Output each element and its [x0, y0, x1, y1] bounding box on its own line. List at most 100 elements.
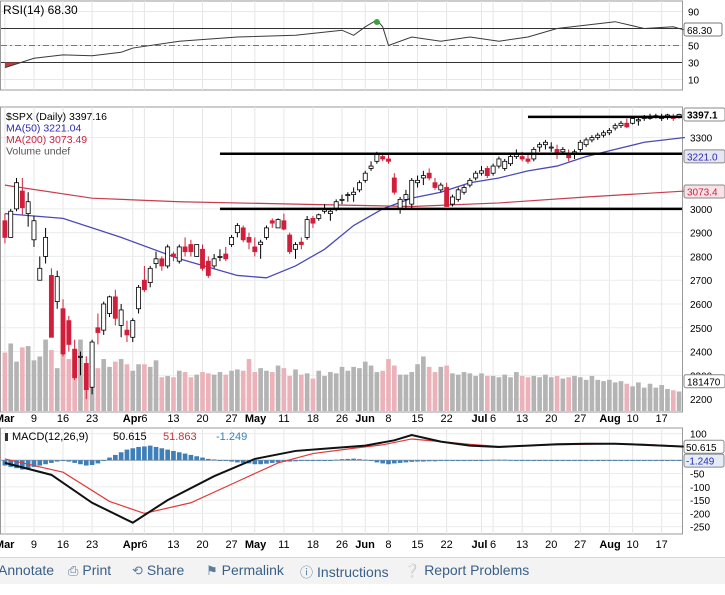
- macd-histogram-bar: [206, 458, 211, 461]
- candle-body: [473, 172, 479, 179]
- x-axis-label: 13: [516, 413, 528, 425]
- macd-histogram-bar: [252, 460, 258, 465]
- price-legend-item: Volume undef: [6, 146, 70, 158]
- volume-bar: [66, 359, 72, 411]
- macd-histogram-bar: [624, 460, 630, 462]
- price-legend-item: MA(50) 3221.04: [6, 123, 81, 135]
- macd-histogram-bar: [345, 458, 351, 461]
- volume-bar: [455, 374, 461, 411]
- permalink-button[interactable]: ⚑ Permalink: [206, 562, 284, 579]
- macd-histogram-bar: [583, 460, 589, 462]
- macd-histogram-bar: [287, 460, 293, 462]
- candle-body: [176, 246, 182, 262]
- macd-histogram-bar: [101, 460, 107, 462]
- macd-histogram-bar: [490, 459, 496, 461]
- x-axis-label: Apr: [123, 539, 143, 551]
- candle-body: [258, 241, 264, 245]
- volume-bar: [25, 346, 31, 411]
- help-icon: ❔: [404, 563, 421, 578]
- x-axis-label: 10: [626, 413, 638, 425]
- candle-body: [217, 256, 223, 258]
- candle-body: [112, 296, 118, 319]
- macd-histogram-bar: [31, 460, 37, 467]
- volume-bar: [461, 372, 467, 411]
- volume-bar: [328, 372, 333, 411]
- price-legend-item: $SPX (Daily) 3397.16: [6, 111, 107, 123]
- candle-body: [223, 253, 229, 260]
- macd-histogram-bar: [95, 460, 101, 464]
- instructions-button[interactable]: ⓘ Instructions: [300, 562, 389, 581]
- x-axis-label: Jul: [471, 413, 487, 425]
- candle-body: [595, 134, 601, 138]
- candle-body: [240, 227, 246, 241]
- volume-bar: [14, 361, 19, 411]
- volume-bar: [554, 375, 560, 411]
- macd-histogram-bar: [467, 460, 473, 462]
- candle-body: [519, 156, 525, 160]
- macd-histogram-bar: [548, 460, 554, 462]
- print-button[interactable]: ⎙ Print: [68, 562, 111, 579]
- candle-body: [188, 244, 194, 253]
- macd-histogram-bar: [380, 460, 386, 464]
- volume-bar: [322, 375, 327, 411]
- macd-histogram-bar: [496, 459, 502, 461]
- volume-bar: [176, 370, 182, 411]
- candle-body: [37, 267, 43, 281]
- macd-histogram-bar: [531, 460, 537, 462]
- volume-bar: [293, 369, 298, 411]
- x-axis-label: 23: [86, 413, 98, 425]
- x-axis-label: Mar: [0, 539, 15, 551]
- candle-body: [124, 329, 130, 336]
- volume-bar: [287, 375, 293, 411]
- candle-body: [72, 348, 78, 379]
- volume-bar: [496, 377, 502, 411]
- volume-bar: [298, 374, 304, 411]
- x-axis-label: 17: [656, 413, 668, 425]
- price-value-tag: [683, 149, 725, 164]
- macd-tick-label: -200: [690, 509, 710, 520]
- share-label: Share: [146, 562, 185, 578]
- macd-histogram-bar: [142, 446, 147, 461]
- report-problems-button[interactable]: ❔ Report Problems: [404, 562, 529, 579]
- volume-bar: [525, 377, 531, 411]
- volume-bar: [8, 343, 14, 411]
- candle-body: [66, 320, 72, 345]
- macd-value: 50.615: [113, 431, 147, 443]
- share-icon: ⟲: [132, 563, 143, 578]
- macd-histogram-bar: [298, 460, 304, 462]
- x-axis-label: 9: [31, 413, 37, 425]
- macd-histogram-bar: [113, 454, 118, 461]
- candle-body: [601, 132, 606, 136]
- volume-bar: [20, 347, 25, 411]
- volume-bar: [159, 377, 165, 411]
- candle-body: [455, 189, 461, 200]
- volume-bar: [467, 373, 473, 411]
- macd-histogram-bar: [659, 460, 664, 462]
- candle-body: [60, 308, 66, 355]
- x-axis-label: 16: [57, 413, 69, 425]
- candle-body: [560, 149, 566, 153]
- volume-bar: [514, 372, 519, 411]
- macd-histogram-value: -1.249: [216, 431, 247, 443]
- candle-body: [54, 276, 60, 303]
- macd-histogram-bar: [607, 460, 612, 462]
- x-axis-label: 22: [440, 539, 452, 551]
- volume-bar: [142, 364, 147, 411]
- volume-bar: [647, 383, 653, 411]
- macd-histogram-bar: [83, 460, 89, 466]
- annotate-button[interactable]: Annotate: [0, 562, 54, 578]
- volume-bar: [572, 375, 577, 411]
- share-button[interactable]: ⟲ Share: [132, 562, 184, 579]
- volume-bar: [595, 379, 601, 411]
- macd-histogram-bar: [438, 460, 444, 462]
- volume-bar: [269, 372, 275, 411]
- macd-histogram-bar: [502, 459, 508, 461]
- macd-histogram-bar: [229, 460, 234, 462]
- volume-bar: [72, 361, 77, 411]
- candle-body: [548, 146, 554, 149]
- volume-bar: [235, 369, 240, 411]
- volume-bar: [252, 372, 258, 411]
- volume-bar: [60, 339, 66, 411]
- volume-bar: [444, 365, 449, 411]
- macd-histogram-bar: [258, 460, 263, 465]
